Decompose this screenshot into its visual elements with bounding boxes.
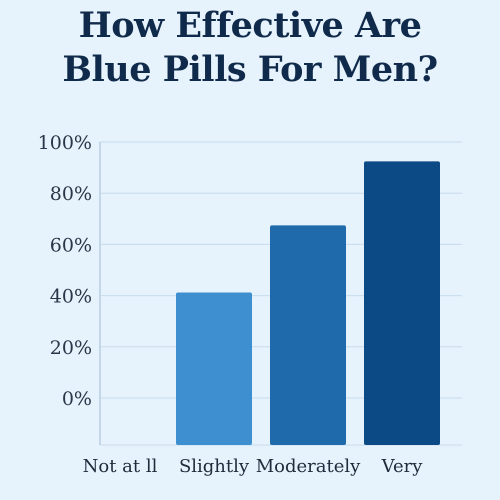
y-tick-label: 0% <box>62 388 92 410</box>
y-tick-label: 100% <box>38 132 92 154</box>
bar <box>364 161 440 445</box>
y-tick-label: 20% <box>50 337 92 359</box>
x-tick-label: Moderately <box>256 456 361 477</box>
chart-title-line-2: Blue Pills For Men? <box>62 49 438 90</box>
chart-title-line-1: How Effective Are <box>78 5 422 46</box>
y-tick-label: 40% <box>50 286 92 308</box>
chart-title: How Effective Are Blue Pills For Men? <box>0 4 500 92</box>
bar <box>270 225 346 445</box>
y-tick-label: 80% <box>50 183 92 205</box>
x-tick-labels: Not at ll Slightly Moderately Very <box>83 456 424 477</box>
y-tick-labels: 100% 80% 60% 40% 20% 0% <box>38 132 92 410</box>
x-tick-label: Slightly <box>179 456 250 477</box>
bars <box>176 161 440 445</box>
y-tick-label: 60% <box>50 234 92 256</box>
x-tick-label: Very <box>381 456 424 477</box>
bar <box>176 292 252 445</box>
x-tick-label: Not at ll <box>83 456 158 477</box>
